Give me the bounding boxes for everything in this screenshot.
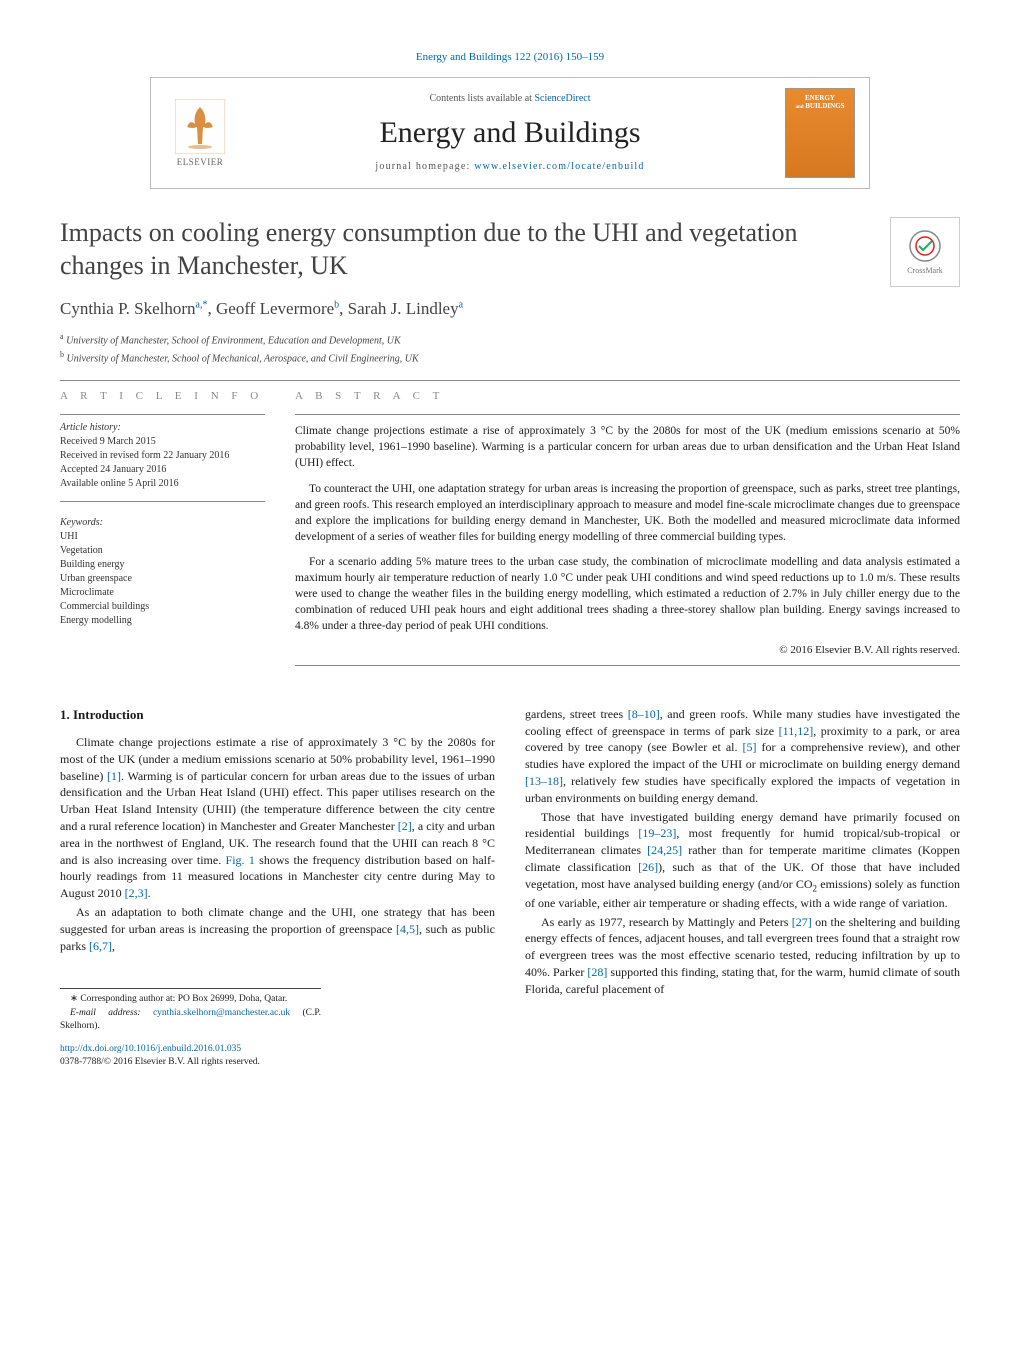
keywords-label: Keywords:: [60, 516, 265, 530]
t: gardens, street trees: [525, 707, 628, 721]
elsevier-tree-icon: [175, 99, 225, 154]
ref-link[interactable]: [1]: [107, 769, 121, 783]
journal-name: Energy and Buildings: [379, 112, 640, 154]
t: As early as 1977, research by Mattingly …: [541, 915, 792, 929]
ref-link[interactable]: [19–23]: [638, 826, 676, 840]
abstract-copyright: © 2016 Elsevier B.V. All rights reserved…: [295, 643, 960, 658]
journal-reference-top: Energy and Buildings 122 (2016) 150–159: [60, 50, 960, 65]
ref-link[interactable]: [28]: [587, 965, 607, 979]
article-info-column: a r t i c l e i n f o Article history: R…: [60, 389, 265, 666]
fig-link[interactable]: Fig. 1: [226, 853, 255, 867]
author-1-sup-a: a,: [196, 300, 203, 311]
ref-link[interactable]: [27]: [792, 915, 812, 929]
rule-kw: [60, 501, 265, 502]
keyword-item: Commercial buildings: [60, 600, 265, 614]
ref-link[interactable]: [6,7]: [89, 939, 112, 953]
journal-homepage-link[interactable]: www.elsevier.com/locate/enbuild: [474, 161, 644, 172]
affiliation-b: University of Manchester, School of Mech…: [67, 353, 419, 364]
abstract-p2: To counteract the UHI, one adaptation st…: [295, 481, 960, 545]
rule-top: [60, 380, 960, 381]
keyword-item: UHI: [60, 530, 265, 544]
keyword-item: Building energy: [60, 558, 265, 572]
abstract-column: a b s t r a c t Climate change projectio…: [295, 389, 960, 666]
keyword-item: Microclimate: [60, 586, 265, 600]
elsevier-logo: ELSEVIER: [165, 93, 235, 173]
footnote-block: ∗ Corresponding author at: PO Box 26999,…: [60, 988, 321, 1033]
keyword-item: Urban greenspace: [60, 572, 265, 586]
col2-p3: As early as 1977, research by Mattingly …: [525, 914, 960, 998]
ref-link[interactable]: [8–10]: [628, 707, 660, 721]
contents-text: Contents lists available at: [429, 93, 534, 104]
keyword-item: Energy modelling: [60, 614, 265, 628]
history-revised: Received in revised form 22 January 2016: [60, 449, 265, 463]
email-label: E-mail address:: [70, 1008, 153, 1018]
author-1: Cynthia P. Skelhorn: [60, 299, 196, 318]
ref-link[interactable]: [2]: [398, 819, 412, 833]
intro-p2: As an adaptation to both climate change …: [60, 904, 495, 954]
history-label: Article history:: [60, 421, 265, 435]
ref-link[interactable]: [4,5]: [396, 922, 419, 936]
affiliation-a: University of Manchester, School of Envi…: [66, 336, 401, 347]
ref-link[interactable]: [5]: [742, 740, 756, 754]
article-title: Impacts on cooling energy consumption du…: [60, 217, 870, 282]
contents-available-text: Contents lists available at ScienceDirec…: [429, 92, 590, 106]
t: ,: [112, 939, 115, 953]
col2-p2: Those that have investigated building en…: [525, 809, 960, 912]
crossmark-badge[interactable]: CrossMark: [890, 217, 960, 287]
author-3-sup: a: [459, 300, 463, 311]
author-2: , Geoff Levermore: [208, 299, 335, 318]
abstract-heading: a b s t r a c t: [295, 389, 960, 404]
ref-link[interactable]: [24,25]: [647, 843, 682, 857]
ref-link[interactable]: [26]: [638, 860, 658, 874]
history-received: Received 9 March 2015: [60, 435, 265, 449]
cover-title-and: and: [795, 105, 803, 110]
ref-link[interactable]: [13–18]: [525, 774, 563, 788]
keyword-item: Vegetation: [60, 544, 265, 558]
keywords-list: UHI Vegetation Building energy Urban gre…: [60, 530, 265, 628]
crossmark-icon: [908, 229, 942, 263]
issn-copyright: 0378-7788/© 2016 Elsevier B.V. All right…: [60, 1056, 495, 1069]
cover-title-2: BUILDINGS: [805, 102, 844, 110]
corr-author-note: Corresponding author at: PO Box 26999, D…: [80, 994, 287, 1004]
abstract-p1: Climate change projections estimate a ri…: [295, 423, 960, 471]
author-3: , Sarah J. Lindley: [339, 299, 458, 318]
intro-p1: Climate change projections estimate a ri…: [60, 734, 495, 902]
affiliations: a University of Manchester, School of En…: [60, 331, 960, 366]
doi-link[interactable]: http://dx.doi.org/10.1016/j.enbuild.2016…: [60, 1044, 241, 1054]
rule-abstract-bottom: [295, 665, 960, 666]
col2-p1: gardens, street trees [8–10], and green …: [525, 706, 960, 807]
t: , relatively few studies have specifical…: [525, 774, 960, 805]
sciencedirect-link[interactable]: ScienceDirect: [534, 93, 590, 104]
history-online: Available online 5 April 2016: [60, 477, 265, 491]
corr-star: ∗: [70, 994, 80, 1004]
abstract-p3: For a scenario adding 5% mature trees to…: [295, 554, 960, 634]
elsevier-label: ELSEVIER: [177, 156, 224, 169]
journal-homepage: journal homepage: www.elsevier.com/locat…: [375, 160, 644, 174]
rule-abstract: [295, 414, 960, 415]
ref-link[interactable]: [2,3]: [125, 886, 148, 900]
intro-heading: 1. Introduction: [60, 706, 495, 724]
ref-link[interactable]: [11,12]: [779, 724, 814, 738]
homepage-prefix: journal homepage:: [375, 161, 474, 172]
rule-info: [60, 414, 265, 415]
journal-cover-thumbnail: ENERGY and BUILDINGS: [785, 88, 855, 178]
journal-header-box: ELSEVIER Contents lists available at Sci…: [150, 77, 870, 189]
doi-block: http://dx.doi.org/10.1016/j.enbuild.2016…: [60, 1043, 495, 1070]
email-link[interactable]: cynthia.skelhorn@manchester.ac.uk: [153, 1008, 290, 1018]
t: .: [148, 886, 151, 900]
body-column-right: gardens, street trees [8–10], and green …: [525, 706, 960, 1070]
body-column-left: 1. Introduction Climate change projectio…: [60, 706, 495, 1070]
article-info-heading: a r t i c l e i n f o: [60, 389, 265, 404]
crossmark-label: CrossMark: [907, 265, 943, 276]
authors-line: Cynthia P. Skelhorna,*, Geoff Levermoreb…: [60, 297, 960, 321]
history-accepted: Accepted 24 January 2016: [60, 463, 265, 477]
